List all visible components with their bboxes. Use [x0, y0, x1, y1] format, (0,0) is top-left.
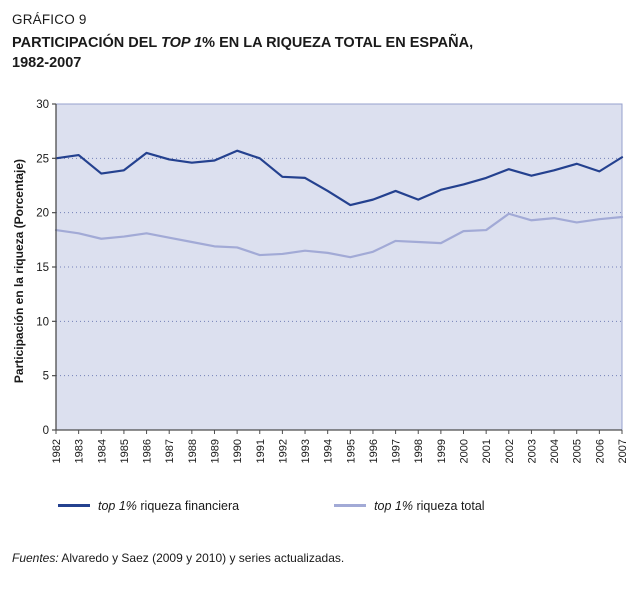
y-axis-label-wrap: Participación en la riqueza (Porcentaje) — [12, 96, 26, 493]
line-chart: 0 5 10 15 20 25 30 1982 1983 1984 1985 1986 1987 1988… — [36, 99, 629, 463]
figure-number: GRÁFICO 9 — [12, 12, 87, 27]
svg-text:15: 15 — [36, 262, 49, 274]
svg-text:10: 10 — [36, 316, 49, 328]
svg-text:5: 5 — [43, 370, 49, 382]
legend-label-text: riqueza financiera — [136, 498, 240, 513]
legend-label-text: riqueza total — [413, 498, 485, 513]
svg-text:1988: 1988 — [187, 439, 199, 463]
chart-legend: top 1% riqueza financiera top 1% riqueza… — [58, 499, 626, 513]
svg-text:1986: 1986 — [142, 439, 154, 463]
title-italic-text: TOP 1 — [161, 35, 203, 51]
svg-text:1991: 1991 — [255, 439, 267, 463]
svg-text:2002: 2002 — [504, 439, 516, 463]
svg-text:2005: 2005 — [572, 439, 584, 463]
svg-text:2000: 2000 — [459, 439, 471, 463]
svg-text:2004: 2004 — [549, 439, 561, 463]
svg-text:1982: 1982 — [51, 439, 63, 463]
svg-text:2007: 2007 — [617, 439, 626, 463]
svg-text:1999: 1999 — [436, 439, 448, 463]
svg-text:1997: 1997 — [391, 439, 403, 463]
svg-text:30: 30 — [36, 99, 49, 111]
svg-text:1993: 1993 — [300, 439, 312, 463]
title-text-post: % EN LA RIQUEZA TOTAL EN ESPAÑA, — [202, 35, 474, 51]
legend-swatch-total — [334, 504, 367, 508]
svg-text:1984: 1984 — [96, 439, 108, 463]
svg-text:2003: 2003 — [526, 439, 538, 463]
svg-text:2006: 2006 — [594, 439, 606, 463]
svg-text:1994: 1994 — [323, 439, 335, 463]
source-text: Alvaredo y Saez (2009 y 2010) y series a… — [58, 550, 345, 565]
svg-text:25: 25 — [36, 153, 49, 165]
svg-text:1985: 1985 — [119, 439, 131, 463]
svg-text:0: 0 — [43, 425, 49, 437]
legend-label-italic: top 1% — [374, 498, 413, 513]
title-text: PARTICIPACIÓN DEL — [12, 35, 162, 51]
figure-title: PARTICIPACIÓN DEL TOP 1% EN LA RIQUEZA T… — [12, 33, 626, 74]
legend-label-italic: top 1% — [98, 498, 137, 513]
svg-text:1996: 1996 — [368, 439, 380, 463]
svg-text:1992: 1992 — [277, 439, 289, 463]
plot-wrap: 0 5 10 15 20 25 30 1982 1983 1984 1985 1986 1987 1988… — [26, 96, 629, 493]
svg-text:1989: 1989 — [209, 439, 221, 463]
source-note: Fuentes: Alvaredo y Saez (2009 y 2010) y… — [12, 551, 626, 565]
svg-text:1983: 1983 — [74, 439, 86, 463]
svg-text:1995: 1995 — [345, 439, 357, 463]
figure-title-line1: PARTICIPACIÓN DEL TOP 1% EN LA RIQUEZA T… — [12, 33, 626, 53]
svg-text:1990: 1990 — [232, 439, 244, 463]
legend-item-total: top 1% riqueza total — [334, 499, 485, 513]
legend-swatch-financiera — [58, 504, 90, 508]
legend-item-financiera: top 1% riqueza financiera — [58, 499, 239, 513]
svg-text:20: 20 — [36, 207, 49, 219]
figure-title-line2: 1982-2007 — [12, 55, 82, 72]
svg-text:1987: 1987 — [164, 439, 176, 463]
svg-text:2001: 2001 — [481, 439, 493, 463]
y-axis-label: Participación en la riqueza (Porcentaje) — [12, 159, 26, 384]
chart-area: Participación en la riqueza (Porcentaje)… — [12, 96, 629, 493]
source-label: Fuentes: — [12, 550, 59, 565]
svg-text:1998: 1998 — [413, 439, 425, 463]
